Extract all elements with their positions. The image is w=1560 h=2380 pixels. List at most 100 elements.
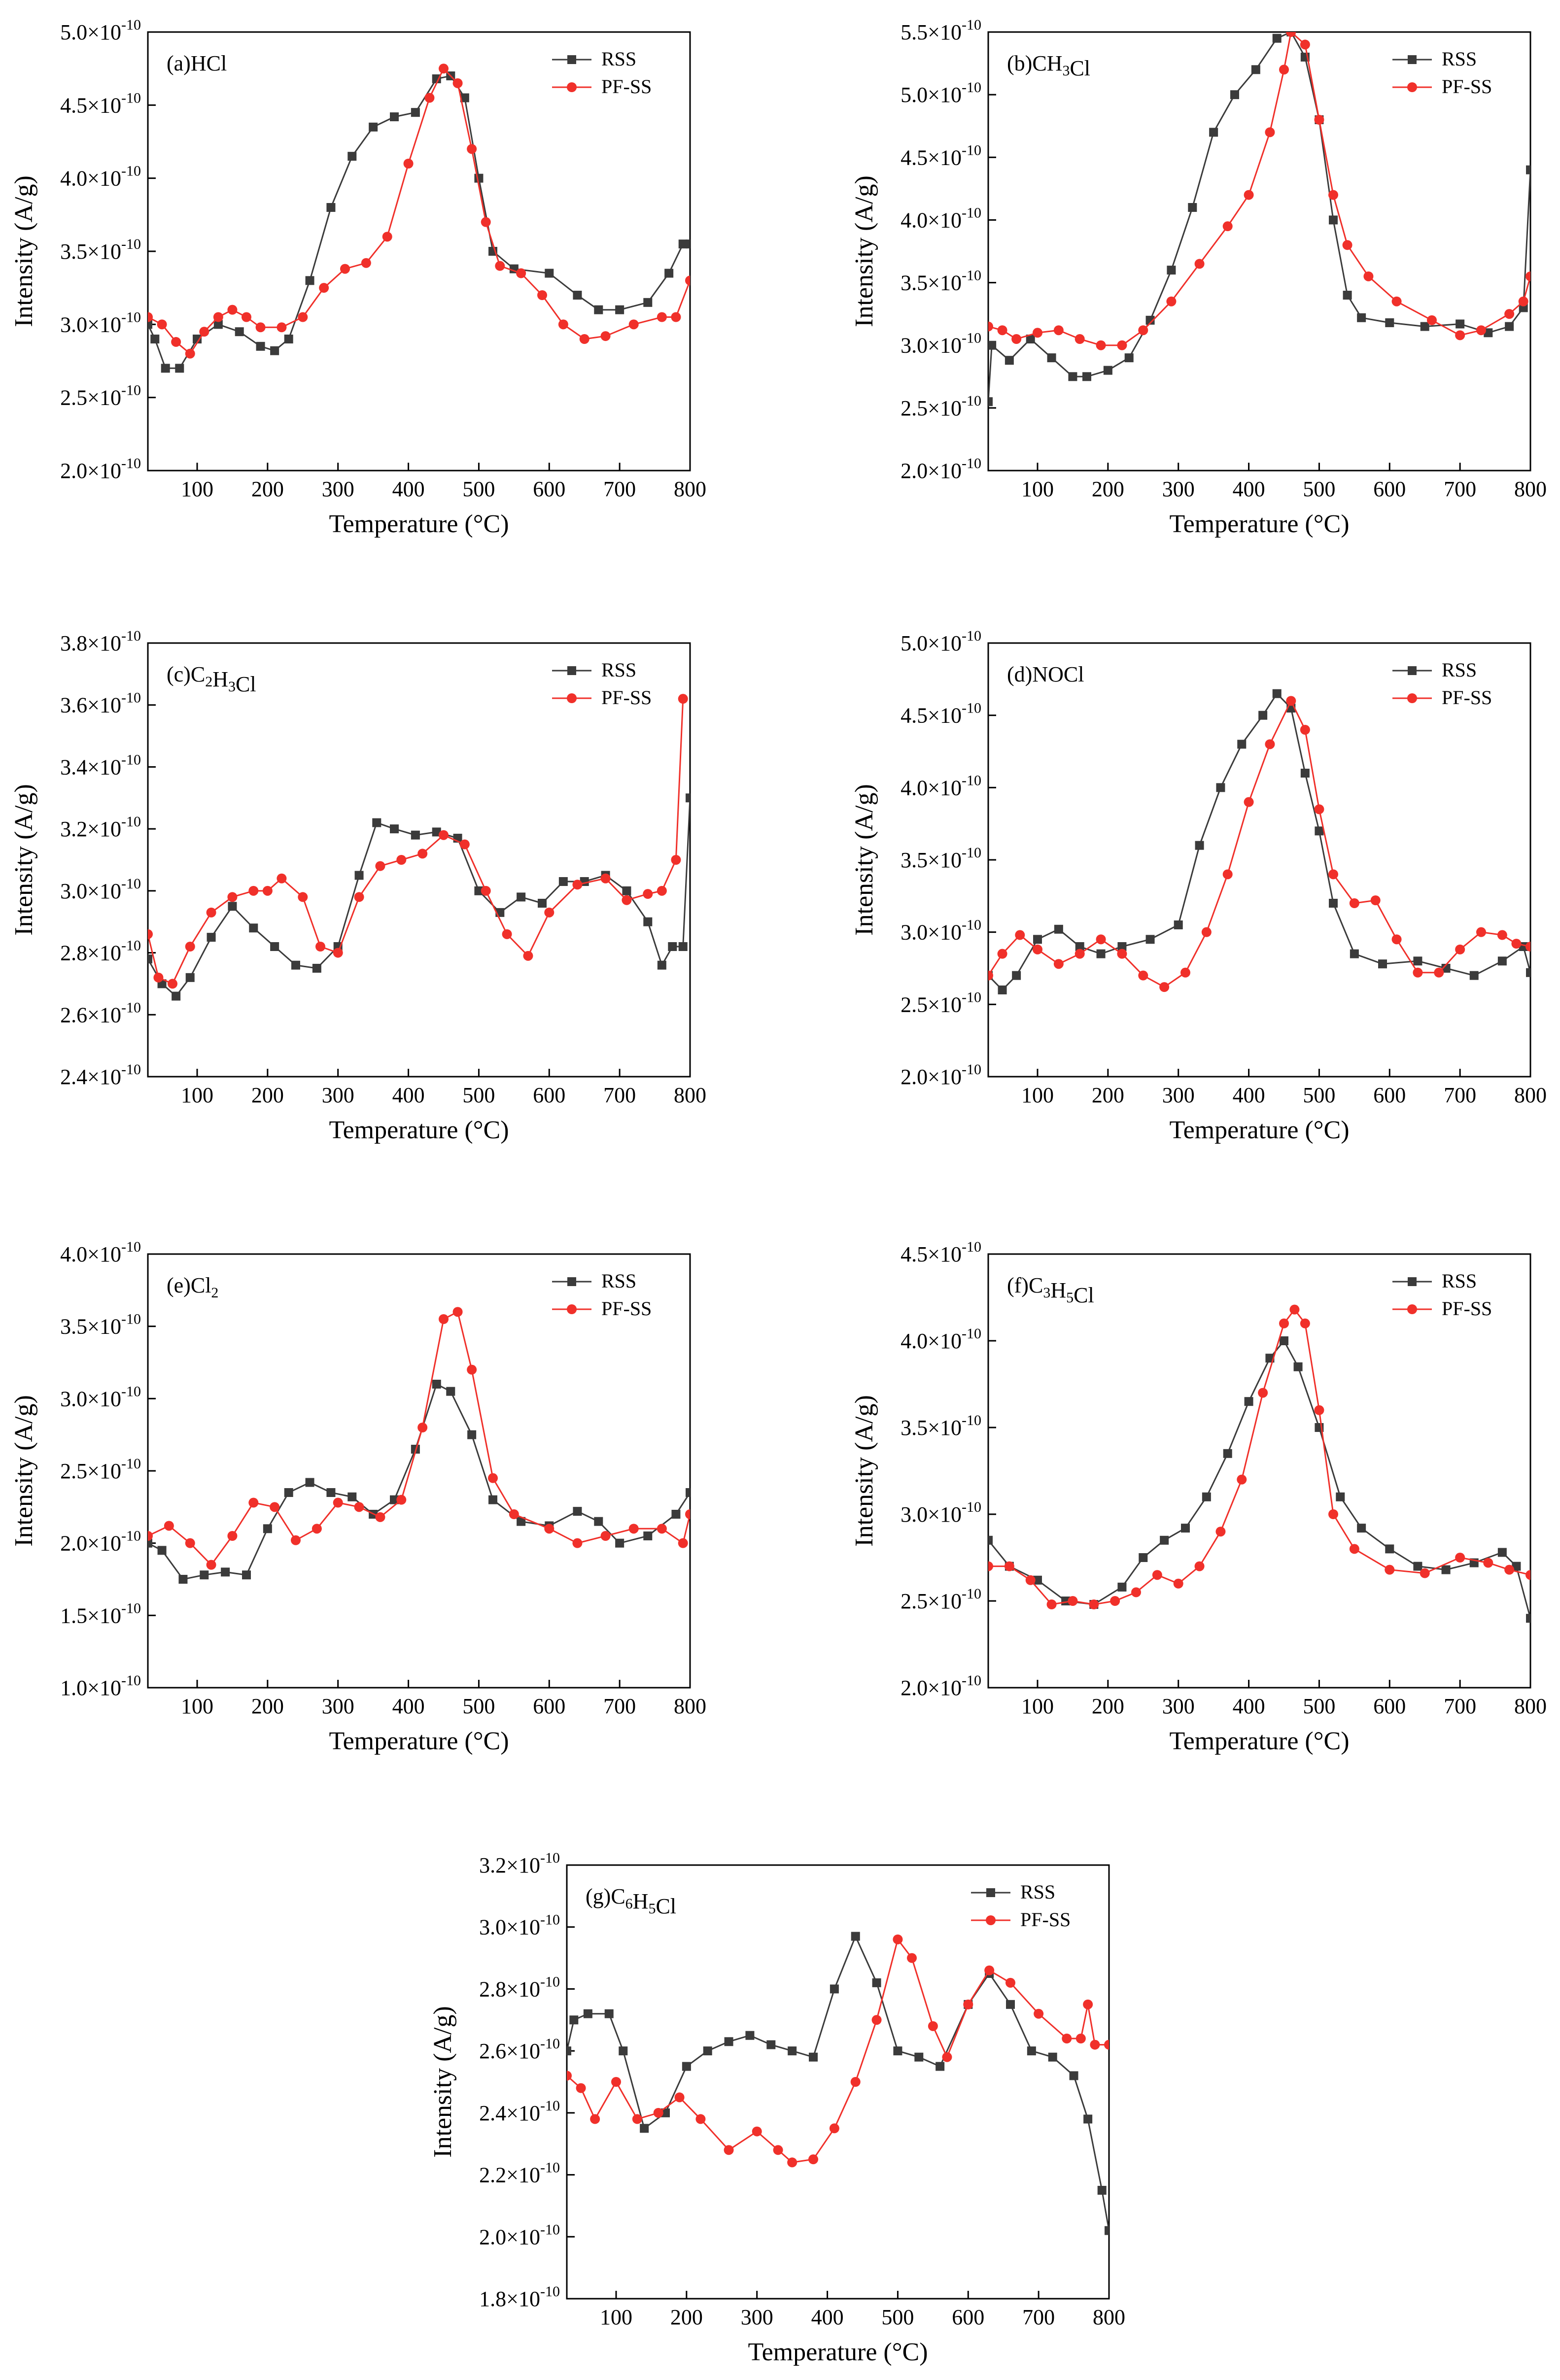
legend-marker — [1407, 693, 1417, 703]
data-point — [576, 2083, 586, 2093]
y-tick-label: 5.0×10-10 — [901, 628, 981, 655]
data-point — [573, 291, 582, 300]
x-tick-label: 200 — [251, 477, 284, 501]
data-point — [1293, 1362, 1303, 1371]
y-tick-label: 1.0×10-10 — [60, 1672, 141, 1700]
data-point — [678, 694, 688, 704]
series-line — [567, 1934, 1109, 2231]
data-point — [567, 2071, 572, 2081]
data-point — [1413, 956, 1422, 966]
data-point — [1300, 769, 1310, 778]
data-point — [1195, 841, 1204, 850]
data-point — [787, 2157, 797, 2168]
data-point — [1441, 964, 1451, 973]
x-tick-label: 500 — [462, 1694, 495, 1718]
data-point — [439, 1314, 449, 1324]
data-point — [148, 929, 153, 939]
data-point — [615, 1538, 624, 1548]
y-tick-label: 5.0×10-10 — [901, 79, 981, 107]
legend-item: PF-SS — [1392, 686, 1492, 709]
panel-label: (b)CH3Cl — [1007, 51, 1090, 80]
data-point — [284, 1488, 293, 1497]
data-point — [1427, 315, 1437, 325]
x-axis-title: Temperature (°C) — [329, 1727, 509, 1755]
data-point — [1455, 330, 1465, 340]
series-rss — [148, 1380, 690, 1584]
series-line — [148, 699, 684, 985]
x-tick-label: 700 — [603, 1694, 636, 1718]
series-rss — [148, 793, 690, 1001]
data-point — [1105, 2226, 1109, 2235]
plot-frame — [566, 1864, 1110, 2300]
data-point — [1117, 949, 1127, 959]
data-point — [1222, 869, 1233, 880]
data-point — [1497, 956, 1507, 966]
data-point — [1096, 340, 1106, 350]
data-point — [148, 1531, 153, 1541]
series-pf-ss — [148, 1307, 690, 1570]
data-point — [1244, 797, 1254, 807]
data-point — [1011, 334, 1022, 344]
data-point — [1237, 1474, 1247, 1485]
data-point — [213, 320, 223, 329]
panel-label: (f)C3H5Cl — [1007, 1273, 1094, 1307]
y-tick-label: 4.0×10-10 — [60, 1239, 141, 1266]
data-point — [745, 2031, 755, 2040]
data-point — [668, 942, 677, 951]
data-point — [1048, 2052, 1057, 2062]
data-point — [1258, 1388, 1268, 1398]
x-tick-label: 300 — [1162, 1083, 1195, 1107]
x-tick-label: 400 — [1233, 477, 1265, 501]
data-point — [361, 258, 371, 268]
y-tick-label: 3.5×10-10 — [60, 1311, 141, 1339]
data-point — [942, 2052, 952, 2062]
data-point — [1289, 1304, 1300, 1315]
data-point — [653, 2108, 663, 2118]
data-point — [256, 341, 265, 351]
data-point — [988, 970, 993, 981]
legend-item: RSS — [1392, 48, 1477, 70]
data-point — [354, 871, 364, 880]
data-point — [1075, 2034, 1086, 2043]
data-point — [291, 1535, 301, 1545]
data-point — [988, 340, 997, 350]
x-tick-label: 500 — [462, 1083, 495, 1107]
data-point — [200, 1570, 209, 1580]
data-point — [1069, 2071, 1078, 2080]
data-point — [686, 239, 690, 249]
data-point — [1441, 1565, 1451, 1574]
data-point — [657, 960, 666, 970]
y-tick-label: 2.6×10-10 — [60, 999, 141, 1027]
x-tick-label: 700 — [1022, 2305, 1055, 2329]
legend-marker — [567, 666, 576, 675]
y-tick-label: 3.6×10-10 — [60, 690, 141, 717]
data-point — [509, 1509, 519, 1519]
data-point — [1525, 271, 1530, 281]
legend-marker — [1408, 55, 1417, 64]
data-point — [185, 348, 195, 359]
data-point — [517, 892, 526, 902]
data-point — [298, 892, 308, 902]
data-point — [235, 327, 244, 337]
data-point — [1138, 970, 1148, 981]
y-tick-label: 2.2×10-10 — [479, 2160, 560, 2187]
data-point — [1420, 322, 1429, 331]
data-point — [1413, 1562, 1422, 1571]
y-tick-label: 2.5×10-10 — [901, 1586, 981, 1613]
data-point — [611, 2077, 621, 2087]
y-tick-label: 2.0×10-10 — [901, 1672, 981, 1700]
data-point — [1328, 190, 1338, 200]
data-point — [657, 312, 667, 322]
data-point — [347, 152, 357, 161]
series-pf-ss — [988, 696, 1530, 992]
data-point — [1279, 1318, 1289, 1328]
data-point — [439, 64, 449, 74]
data-point — [1434, 967, 1444, 978]
x-tick-label: 400 — [392, 1083, 425, 1107]
data-point — [997, 325, 1007, 336]
data-point — [1357, 313, 1366, 322]
legend-label: PF-SS — [601, 686, 652, 709]
y-tick-label: 4.5×10-10 — [60, 90, 141, 117]
x-tick-label: 800 — [674, 477, 706, 501]
data-point — [1075, 334, 1085, 344]
